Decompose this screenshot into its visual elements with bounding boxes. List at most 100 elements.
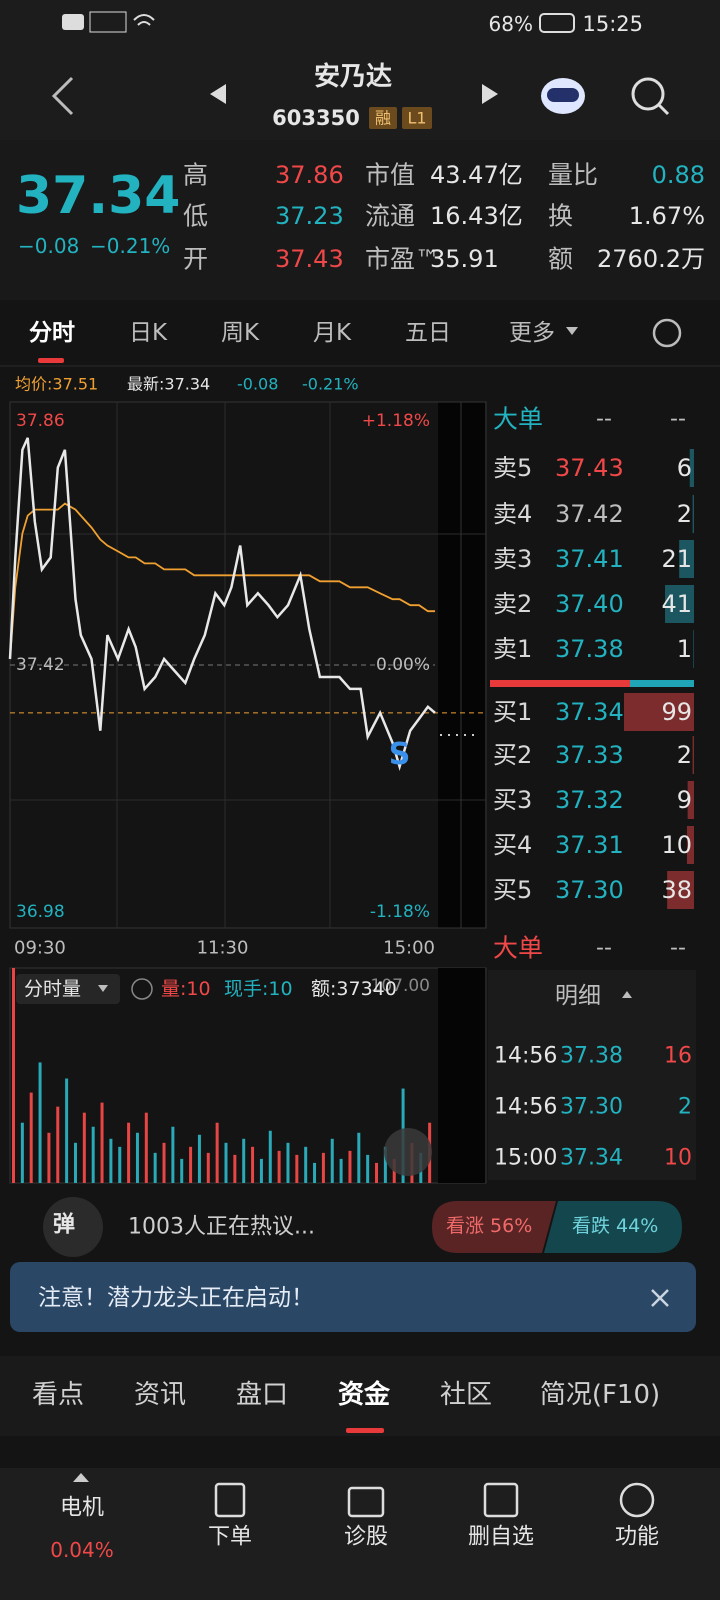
depth-bar xyxy=(693,630,694,668)
assistant-icon[interactable] xyxy=(541,78,585,114)
signal-marker: S xyxy=(389,737,411,772)
level-price: 37.34 xyxy=(555,698,624,726)
volume-bar xyxy=(144,1112,148,1183)
level-price: 37.43 xyxy=(555,454,624,482)
stat-label: 低 xyxy=(183,202,208,231)
avg-price: 均价:37.51 xyxy=(15,375,98,394)
search-circle xyxy=(631,77,665,111)
barrage-badge[interactable] xyxy=(43,1197,103,1257)
x-tick-label: 11:30 xyxy=(197,938,249,959)
volume-bar xyxy=(29,1092,33,1183)
bear-button[interactable] xyxy=(544,1201,682,1253)
volume-bar xyxy=(357,1132,361,1183)
placeholder: -- xyxy=(596,936,612,961)
remove-icon xyxy=(483,1482,519,1518)
ratio-bar-buy xyxy=(630,680,694,687)
x-tick-label: 15:00 xyxy=(383,938,435,959)
volume-selector-bg[interactable] xyxy=(16,974,120,1004)
level-price: 37.38 xyxy=(555,635,624,663)
bull-button[interactable] xyxy=(432,1201,556,1253)
fullscreen-button[interactable] xyxy=(384,1128,432,1176)
volume-stat: 量:10 xyxy=(161,978,211,1000)
hd-icon xyxy=(62,14,84,30)
battery-icon xyxy=(539,13,575,33)
nav-sub: 0.04% xyxy=(50,1538,114,1562)
settings-icon[interactable] xyxy=(652,318,682,348)
stat-label: 流通 xyxy=(365,202,415,231)
nav-icons xyxy=(214,1482,655,1518)
volume-bar xyxy=(38,1062,42,1183)
volume-bar xyxy=(339,1158,343,1183)
placeholder: -- xyxy=(670,936,686,961)
wifi-icon xyxy=(133,14,155,26)
signal-icon xyxy=(89,11,127,33)
robot-face xyxy=(547,88,579,102)
chart-tab[interactable]: 月K xyxy=(313,320,352,346)
price-line xyxy=(8,437,436,772)
level-volume: 21 xyxy=(661,545,692,573)
nav-label[interactable]: 电机 xyxy=(60,1496,104,1521)
volume-bar xyxy=(109,1138,113,1183)
prev-stock[interactable] xyxy=(210,84,226,104)
next-stock[interactable] xyxy=(482,84,498,104)
volume-stat: 额:37340 xyxy=(311,978,397,1000)
section-tab[interactable]: 资金 xyxy=(338,1379,391,1410)
section-tab[interactable]: 社区 xyxy=(440,1380,492,1410)
barrage-label: 弹 xyxy=(53,1213,75,1238)
back-button[interactable] xyxy=(51,76,74,116)
placeholder: -- xyxy=(670,407,686,432)
volume-bar xyxy=(313,1162,317,1183)
volume-bar xyxy=(127,1122,131,1183)
stat-label: 额 xyxy=(548,245,573,274)
stat-value: 0.88 xyxy=(652,161,705,189)
order-icon xyxy=(214,1482,246,1518)
level-volume: 99 xyxy=(661,698,692,726)
chart-tab[interactable]: 更多 xyxy=(509,320,555,346)
volume-bar xyxy=(286,1142,290,1183)
badge-bg xyxy=(402,107,432,129)
volume-bar xyxy=(180,1158,184,1183)
volume-bar xyxy=(242,1138,246,1183)
level-label: 卖5 xyxy=(493,454,532,482)
volume-stat: 现手:10 xyxy=(224,978,293,1000)
level-label: 买1 xyxy=(493,698,532,726)
section-tab[interactable]: 看点 xyxy=(32,1380,84,1410)
diagnose-icon xyxy=(347,1486,385,1518)
chart-tab[interactable]: 分时 xyxy=(29,320,75,346)
search-button[interactable] xyxy=(631,77,670,116)
y-tick-label: 37.86 xyxy=(16,411,65,431)
nav-label[interactable]: 诊股 xyxy=(344,1525,388,1550)
nav-label[interactable]: 删自选 xyxy=(468,1525,534,1550)
depth-bar xyxy=(687,781,694,819)
volume-bar xyxy=(295,1154,299,1183)
chart-tab[interactable]: 五日 xyxy=(405,320,451,346)
stat-value: 35.91 xyxy=(430,245,499,273)
volume-bar xyxy=(12,968,15,1183)
level-price: 37.33 xyxy=(555,741,624,769)
trade-volume: 10 xyxy=(664,1146,692,1171)
level-volume: 41 xyxy=(661,590,692,618)
nav-label[interactable]: 功能 xyxy=(615,1525,659,1550)
section-tab[interactable]: 盘口 xyxy=(236,1380,288,1410)
chart-tab[interactable]: 周K xyxy=(221,320,260,346)
nav-bg xyxy=(0,1468,720,1600)
latest-price: 最新:37.34 xyxy=(127,375,210,394)
trade-price: 37.30 xyxy=(560,1095,623,1120)
trade-time: 14:56 xyxy=(494,1095,557,1120)
stat-value: 43.47亿 xyxy=(430,161,523,189)
volume-bar xyxy=(197,1134,201,1183)
price-change: −0.08 xyxy=(18,234,79,258)
section-tab[interactable]: 简况(F10) xyxy=(540,1380,660,1410)
level-label: 卖4 xyxy=(493,500,532,528)
section-tab[interactable]: 资讯 xyxy=(134,1380,186,1410)
bottom-tabs-bg xyxy=(0,1356,720,1436)
stock-name: 安乃达 xyxy=(314,62,392,92)
depth-bar xyxy=(686,826,694,864)
nav-label[interactable]: 下单 xyxy=(208,1525,252,1550)
badge: L1 xyxy=(407,109,426,128)
badge-bg xyxy=(369,107,397,129)
big-order-title: 大单 xyxy=(493,934,543,963)
chart-tab[interactable]: 日K xyxy=(129,320,168,346)
notice-close[interactable] xyxy=(651,1289,669,1307)
y-tick-label: 36.98 xyxy=(16,902,65,922)
